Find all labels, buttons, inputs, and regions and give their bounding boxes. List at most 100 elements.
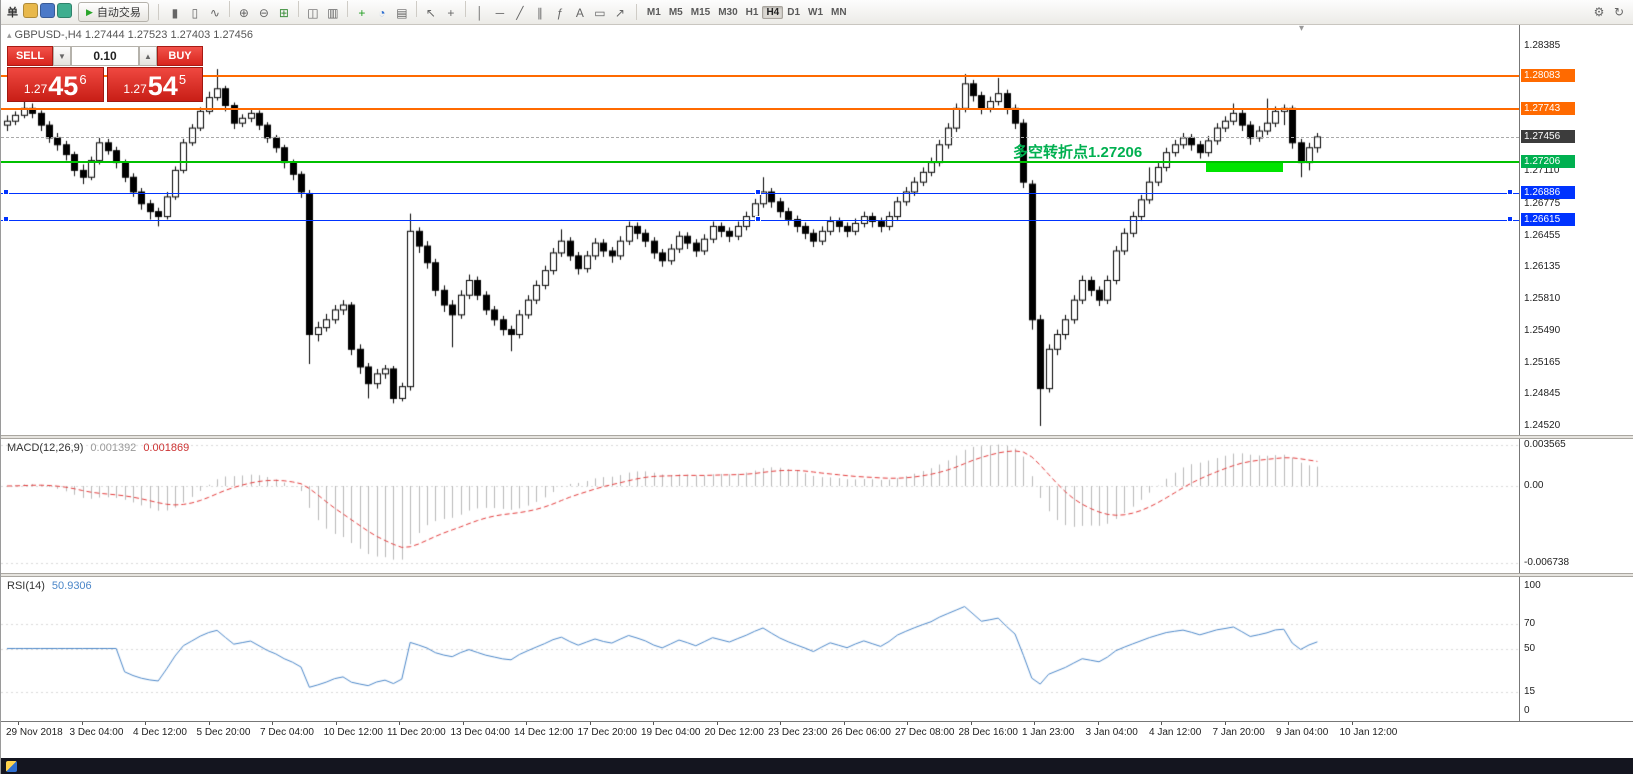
market-watch-icon[interactable]	[40, 3, 55, 18]
horizontal-line-icon[interactable]: ─	[495, 6, 505, 20]
macd-axis[interactable]: 0.003565 0.00 -0.006738	[1519, 439, 1633, 573]
macd-panel: MACD(12,26,9) 0.001392 0.001869 0.003565 0.…	[1, 439, 1633, 573]
buy-price-frac: 5	[178, 72, 187, 87]
line-chart-icon[interactable]: ∿	[209, 6, 220, 20]
pivot-annotation-text[interactable]: 多空转折点1.27206	[1013, 144, 1143, 161]
toolbar-icon-groups: ▮ ▯ ∿ ⊕ ⊖ ⊞ ◫ ▥ + ◔ ▤ ↖ + │ ─ ╱ ∥ ƒ A ▭ ↗	[165, 1, 630, 23]
timeframe-m1[interactable]: M1	[646, 6, 661, 18]
time-label: 4 Jan 12:00	[1149, 727, 1202, 738]
settings-gear-icon[interactable]: ⚙	[1593, 4, 1605, 19]
timeframe-w1[interactable]: W1	[808, 6, 824, 18]
hline-handle[interactable]	[3, 216, 9, 222]
hline-handle[interactable]	[755, 216, 761, 222]
navigator-icon[interactable]	[57, 3, 72, 18]
time-tick	[780, 722, 781, 725]
order-button[interactable]: 单	[7, 7, 18, 19]
macd-label: MACD(12,26,9) 0.001392 0.001869	[7, 442, 190, 454]
new-order-icon[interactable]	[23, 3, 38, 18]
trendline-icon[interactable]: ╱	[516, 6, 524, 20]
rsi-canvas[interactable]	[1, 577, 1519, 721]
price-chart-canvas[interactable]	[1, 25, 1519, 435]
price-marker: 1.27743	[1521, 102, 1575, 116]
label-icon[interactable]: ▭	[594, 6, 606, 20]
collapse-arrow-icon[interactable]: ▴	[7, 30, 12, 40]
cursor-icon[interactable]: ↖	[425, 6, 436, 20]
window-bottom-strip	[1, 740, 1633, 758]
time-axis[interactable]: 29 Nov 2018 3 Dec 04:00 4 Dec 12:00 5 Dec 2…	[1, 721, 1633, 740]
time-label: 28 Dec 16:00	[958, 727, 1019, 738]
highlight-rectangle-object[interactable]	[1206, 163, 1283, 172]
refresh-icon[interactable]: ↻	[1613, 4, 1625, 19]
rsi-scale-tick: 50	[1524, 642, 1536, 654]
timeframe-m5[interactable]: M5	[668, 6, 683, 18]
pivot-line-green[interactable]	[1, 160, 1519, 163]
chart-shift-marker-icon[interactable]: ▾	[1299, 25, 1305, 34]
channel-icon[interactable]: ∥	[536, 6, 543, 20]
time-tick	[1351, 722, 1353, 725]
time-label: 10 Jan 12:00	[1339, 727, 1398, 738]
bid-price-line[interactable]	[1, 137, 1519, 139]
taskbar	[1, 758, 1633, 774]
price-tick: 1.25165	[1524, 356, 1561, 368]
arrows-icon[interactable]: ↗	[614, 6, 625, 20]
toolbar-separator	[157, 4, 159, 20]
hline-handle[interactable]	[1507, 189, 1513, 196]
autotrading-label: 自动交易	[96, 7, 141, 19]
zoom-in-icon[interactable]: ⊕	[238, 6, 249, 20]
buy-price-button[interactable]: 1.27 54 5	[106, 67, 203, 102]
indicators-add-icon[interactable]: +	[358, 6, 366, 20]
resistance-line-lower[interactable]	[1, 108, 1519, 111]
vertical-line-icon[interactable]: │	[476, 6, 484, 20]
toolbar-separator	[228, 1, 230, 17]
hline-handle[interactable]	[755, 189, 761, 196]
toolbar-separator	[297, 1, 299, 17]
taskbar-app-icon[interactable]	[6, 760, 17, 772]
time-tick	[653, 722, 654, 725]
timeframe-m30[interactable]: M30	[718, 6, 738, 18]
timeframe-h1[interactable]: H1	[745, 6, 759, 18]
tile-windows-icon[interactable]: ◫	[307, 6, 319, 20]
lot-decrease-button[interactable]: ▼	[53, 46, 71, 66]
text-icon[interactable]: A	[575, 6, 584, 20]
autotrading-button[interactable]: ▶ 自动交易	[78, 2, 149, 22]
price-marker: 1.28083	[1521, 68, 1575, 82]
price-chart-panel: 多空转折点1.27206 ▾ ▴ GBPUSD-,H4 1.27444 1.275…	[1, 25, 1633, 435]
panel-splitter[interactable]	[1, 435, 1633, 439]
sell-price-button[interactable]: 1.27 45 6	[7, 67, 104, 102]
price-tick: 1.26455	[1524, 229, 1561, 241]
sell-button[interactable]: SELL	[7, 46, 53, 66]
price-marker: 1.27206	[1521, 154, 1575, 168]
lot-size-input[interactable]: 0.10	[71, 46, 139, 66]
candlestick-chart-icon[interactable]: ▯	[191, 6, 199, 20]
rsi-axis[interactable]: 100 70 50 15 0	[1519, 577, 1633, 721]
bar-chart-icon[interactable]: ▮	[171, 6, 179, 20]
one-click-trading-panel: SELL ▼ 0.10 ▲ BUY 1.27 45 6 1.27 54 5	[7, 46, 203, 102]
templates-icon[interactable]: ▤	[396, 6, 408, 20]
fibonacci-icon[interactable]: ƒ	[556, 6, 564, 20]
hline-handle[interactable]	[3, 189, 9, 196]
timeframe-h4[interactable]: H4	[762, 5, 784, 19]
buy-button[interactable]: BUY	[157, 46, 203, 66]
timeframe-m15[interactable]: M15	[690, 6, 711, 18]
price-tick: 1.27110	[1524, 165, 1560, 177]
price-axis[interactable]: 1.28385 1.27110 1.26775 1.26455 1.26135 1.258…	[1519, 25, 1633, 435]
timeframe-bar: M1 M5 M15 M30 H1 H4 D1 W1 MN	[643, 4, 851, 21]
zoom-out-icon[interactable]: ⊖	[258, 6, 269, 20]
time-label: 14 Dec 12:00	[514, 727, 574, 738]
panel-splitter[interactable]	[1, 573, 1633, 577]
price-tick: 1.24520	[1524, 419, 1561, 431]
grid-icon[interactable]: ⊞	[278, 6, 289, 20]
resistance-line-upper[interactable]	[1, 74, 1519, 77]
symbol-ohlc-label: ▴ GBPUSD-,H4 1.27444 1.27523 1.27403 1.27…	[7, 29, 254, 41]
timeframe-d1[interactable]: D1	[787, 6, 801, 18]
time-tick	[18, 722, 19, 725]
periods-clock-icon[interactable]: ◔	[378, 6, 386, 20]
time-tick	[1034, 722, 1035, 725]
arrange-windows-icon[interactable]: ▥	[327, 6, 339, 20]
crosshair-icon[interactable]: +	[447, 6, 455, 20]
timeframe-mn[interactable]: MN	[831, 6, 847, 18]
hline-handle[interactable]	[1507, 216, 1513, 222]
lot-increase-button[interactable]: ▲	[139, 46, 157, 66]
sell-price-frac: 6	[79, 72, 87, 87]
macd-canvas[interactable]	[1, 439, 1519, 573]
